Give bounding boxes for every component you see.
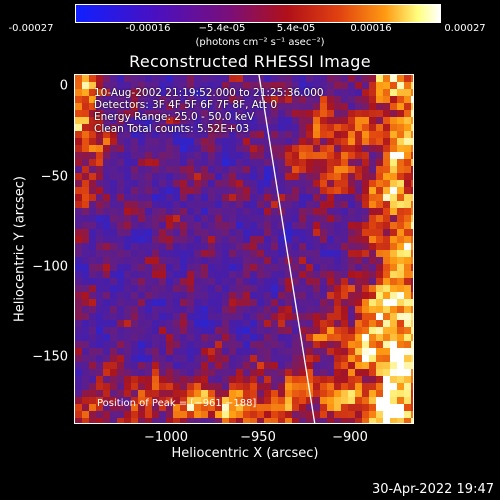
y-tick-label: −150	[32, 349, 68, 365]
y-axis-label: Heliocentric Y (arcsec)	[12, 176, 28, 322]
peak-position-annotation: Position of Peak = [−961,−188]	[97, 398, 257, 409]
time-range-annotation: 10-Aug-2002 21:19:52.000 to 21:25:36.000	[94, 87, 324, 99]
colorbar-tick-label: 0.00016	[350, 23, 392, 34]
energy-range-annotation: Energy Range: 25.0 - 50.0 keV	[94, 111, 255, 123]
heatmap-image	[75, 75, 413, 423]
x-tick-label: −900	[332, 430, 368, 445]
chart-title: Reconstructed RHESSI Image	[129, 52, 371, 71]
y-tick-label: −50	[40, 169, 68, 185]
x-tick-label: −1000	[144, 430, 188, 445]
solar-limb-line	[258, 75, 316, 423]
colorbar-tick-label: -0.00027	[8, 23, 54, 34]
heatmap-cells	[75, 75, 413, 423]
plot-area	[74, 74, 414, 424]
colorbar-units-label: (photons cm⁻² s⁻¹ asec⁻²)	[195, 37, 325, 48]
y-tick-label: −100	[32, 259, 68, 275]
x-axis-label: Heliocentric X (arcsec)	[171, 446, 319, 461]
clean-counts-annotation: Clean Total counts: 5.52E+03	[94, 123, 250, 135]
colorbar-tick-label: -0.00016	[125, 23, 171, 34]
detectors-annotation: Detectors: 3F 4F 5F 6F 7F 8F, Att 0	[94, 99, 278, 111]
timestamp: 30-Apr-2022 19:47	[372, 482, 494, 497]
colorbar-tick-label: 0.00027	[444, 23, 486, 34]
colorbar-tick-label: 5.4e-05	[276, 23, 316, 34]
y-tick-label: 0	[59, 78, 68, 94]
colorbar-tick-label: −5.4e-05	[198, 23, 246, 34]
colorbar	[75, 4, 441, 23]
x-tick-label: −950	[240, 430, 276, 445]
